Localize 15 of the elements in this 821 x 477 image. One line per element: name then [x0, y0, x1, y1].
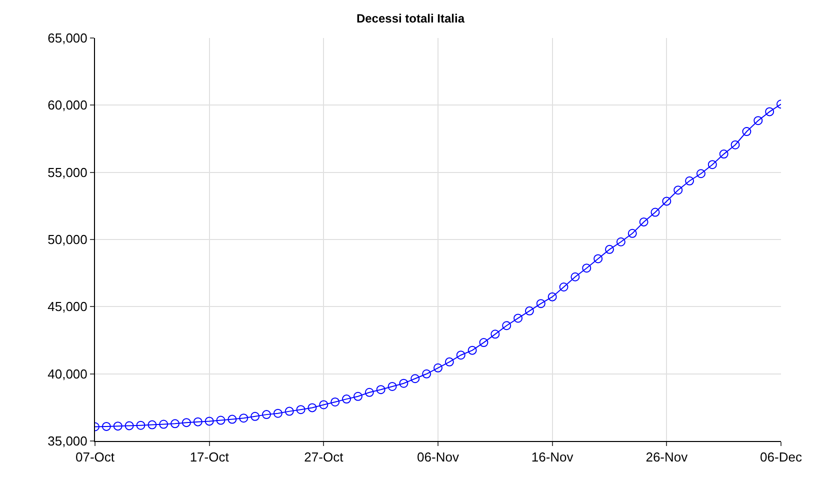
y-tick-label: 60,000: [48, 98, 88, 113]
y-tick-label: 50,000: [48, 232, 88, 248]
y-tick-label: 35,000: [48, 434, 88, 449]
x-tick-label: 06-Dec: [760, 450, 802, 465]
x-tick-label: 27-Oct: [304, 450, 344, 465]
y-tick-label: 55,000: [48, 164, 88, 180]
x-tick-label: 07-Oct: [75, 450, 115, 465]
chart-title: Decessi totali Italia: [356, 12, 465, 26]
y-tick-label: 40,000: [48, 366, 88, 382]
x-tick-label: 26-Nov: [646, 450, 688, 465]
x-tick-label: 16-Nov: [531, 450, 574, 465]
y-tick-label: 45,000: [48, 299, 88, 314]
x-tick-label: 06-Nov: [417, 450, 460, 465]
x-tick-label: 17-Oct: [190, 450, 230, 465]
y-tick-label: 65,000: [48, 30, 88, 46]
